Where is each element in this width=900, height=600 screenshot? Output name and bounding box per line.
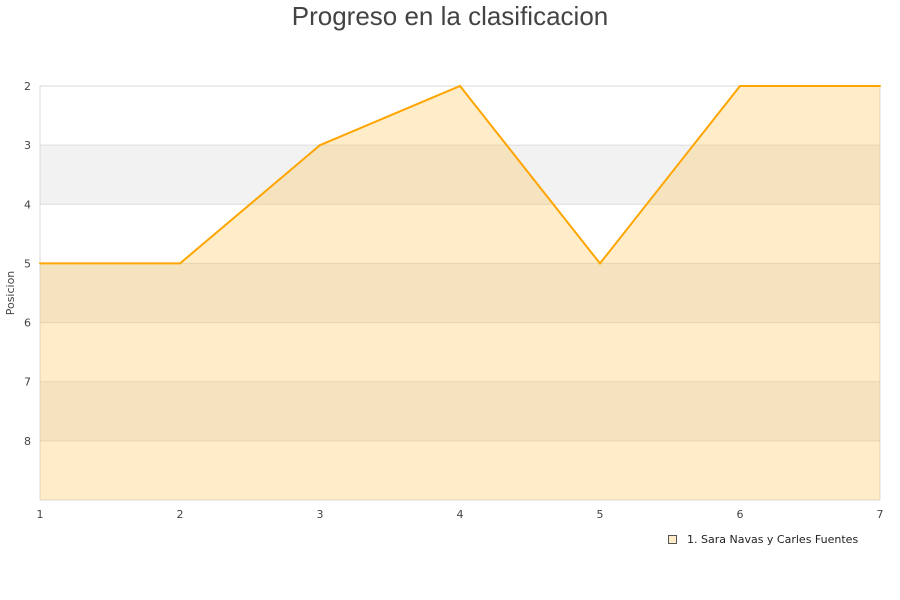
data-point [599, 262, 601, 265]
y-axis-label: Posicion [4, 271, 17, 316]
chart-title: Progreso en la clasificacion [291, 1, 609, 31]
x-tick-label: 5 [597, 508, 604, 521]
data-point [39, 262, 41, 265]
x-tick-label: 4 [457, 508, 464, 521]
y-tick-label: 3 [24, 139, 31, 152]
y-tick-label: 8 [24, 435, 31, 448]
x-tick-label: 6 [737, 508, 744, 521]
grid-band [40, 145, 880, 205]
series-area [40, 86, 880, 500]
x-tick-label: 2 [177, 508, 184, 521]
y-tick-label: 2 [24, 80, 31, 93]
x-tick-label: 3 [317, 508, 324, 521]
x-tick-label: 1 [37, 508, 44, 521]
data-point [459, 85, 461, 87]
data-point [739, 85, 741, 87]
x-tick-label: 7 [877, 508, 884, 521]
y-tick-label: 6 [24, 317, 31, 330]
y-tick-label: 7 [24, 376, 31, 389]
legend-swatch [668, 535, 677, 544]
legend-label: 1. Sara Navas y Carles Fuentes [687, 533, 859, 546]
grid-band [40, 263, 880, 323]
legend: 1. Sara Navas y Carles Fuentes [668, 533, 858, 546]
data-point [879, 85, 881, 87]
grid-band [40, 381, 880, 441]
data-point [179, 262, 181, 265]
y-tick-label: 5 [24, 257, 31, 270]
data-point [319, 144, 321, 147]
y-tick-label: 4 [24, 198, 31, 211]
